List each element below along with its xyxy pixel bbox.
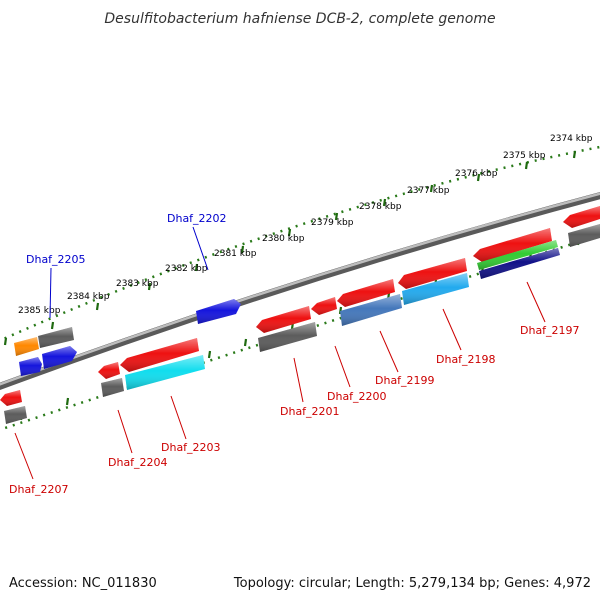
scale-label: 2381 kbp (214, 249, 257, 259)
gene-label-dhaf-2207[interactable]: Dhaf_2207 (9, 483, 69, 496)
gene-block (98, 362, 120, 379)
leader-line (14, 432, 34, 480)
gene-label-dhaf-2198[interactable]: Dhaf_2198 (436, 353, 496, 366)
gene-block (42, 346, 77, 369)
scale-label: 2379 kbp (311, 218, 354, 228)
accession-text: Accession: NC_011830 (9, 576, 157, 591)
gene-block (125, 355, 205, 390)
leader-line (334, 345, 351, 388)
gene-block (0, 390, 22, 406)
gene-block (337, 279, 395, 307)
gene-block (4, 406, 27, 424)
map-title: Desulfitobacterium hafniense DCB-2, comp… (104, 11, 495, 27)
gene-label-dhaf-2205[interactable]: Dhaf_2205 (26, 253, 86, 266)
gene-block (19, 357, 42, 376)
gene-block (340, 294, 402, 326)
genome-backbone (0, 192, 600, 391)
leader-line (192, 226, 209, 271)
gene-block (258, 322, 317, 352)
scale-label: 2376 kbp (455, 169, 498, 179)
label-leaders (14, 226, 546, 480)
leader-line (117, 409, 133, 454)
scale-label: 2380 kbp (262, 234, 305, 244)
gene-label-dhaf-2202[interactable]: Dhaf_2202 (167, 212, 227, 225)
scale-label: 2374 kbp (550, 134, 593, 144)
gene-block (101, 378, 124, 397)
gene-block (311, 297, 337, 315)
gene-block (402, 273, 469, 305)
leader-line (526, 281, 546, 323)
gene-block (563, 206, 600, 228)
gene-block (196, 299, 241, 324)
scale-label: 2383 kbp (116, 279, 159, 289)
scale-label: 2377 kbp (407, 186, 450, 196)
gene-block (38, 327, 74, 348)
gene-label-dhaf-2203[interactable]: Dhaf_2203 (161, 441, 221, 454)
scale-label: 2385 kbp (18, 306, 61, 316)
leader-line (49, 267, 52, 319)
leader-line (170, 395, 187, 440)
gene-block (473, 228, 552, 262)
gene-block (256, 306, 311, 333)
gene-block (568, 224, 600, 247)
plus-strand-features (14, 299, 241, 376)
scale-label: 2378 kbp (359, 202, 402, 212)
leader-line (379, 330, 399, 373)
gene-label-dhaf-2200[interactable]: Dhaf_2200 (327, 390, 387, 403)
scale-label: 2382 kbp (165, 264, 208, 274)
gene-block (479, 248, 560, 279)
gene-labels: Dhaf_2197 Dhaf_2198 Dhaf_2199 Dhaf_2200 … (9, 212, 580, 496)
gene-block (477, 240, 558, 270)
scale-ticks (3, 150, 577, 346)
gene-label-dhaf-2199[interactable]: Dhaf_2199 (375, 374, 435, 387)
genome-summary-text: Topology: circular; Length: 5,279,134 bp… (233, 576, 591, 591)
gene-block (120, 338, 199, 372)
minus-strand-features (0, 206, 600, 424)
gene-block (14, 337, 39, 356)
gene-label-dhaf-2197[interactable]: Dhaf_2197 (520, 324, 580, 337)
scale-label: 2384 kbp (67, 292, 110, 302)
leader-line (442, 308, 462, 351)
leader-line (293, 357, 304, 403)
scale-label: 2375 kbp (503, 151, 546, 161)
gene-block (398, 258, 467, 289)
scale-labels: 2374 kbp 2375 kbp 2376 kbp 2377 kbp 2378… (18, 134, 593, 316)
gene-label-dhaf-2204[interactable]: Dhaf_2204 (108, 456, 168, 469)
gene-label-dhaf-2201[interactable]: Dhaf_2201 (280, 405, 340, 418)
